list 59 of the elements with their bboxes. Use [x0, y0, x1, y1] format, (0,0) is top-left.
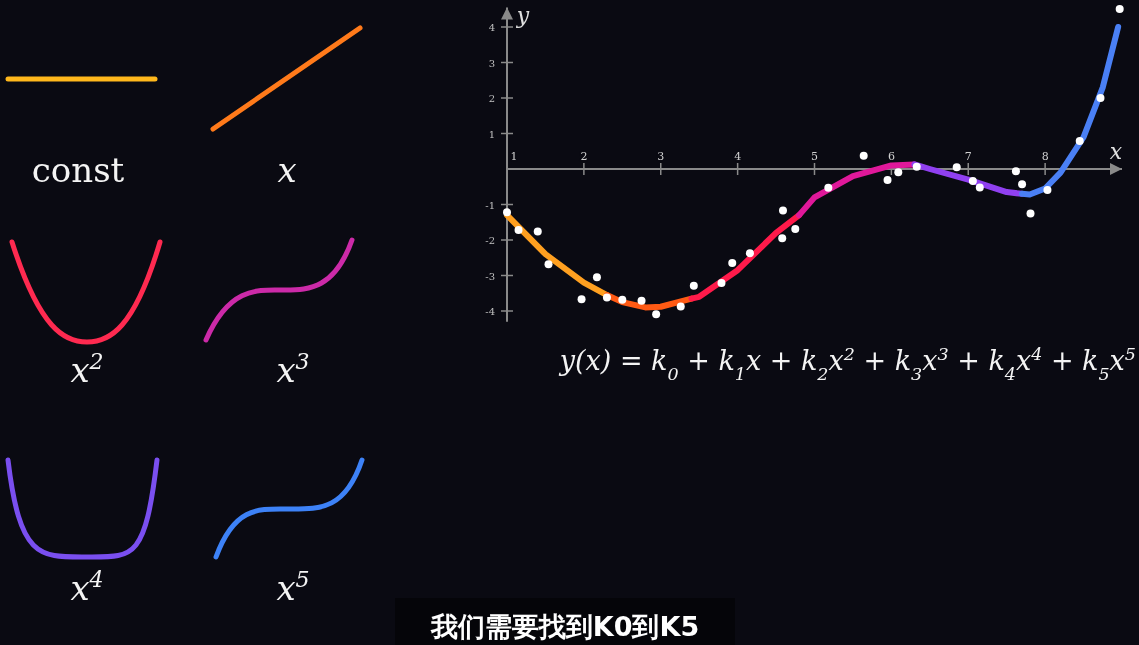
y-axis-title: y [515, 3, 530, 29]
point [602, 293, 611, 302]
y-tick-label: 4 [488, 22, 495, 33]
text: 我们需要找到K0到K5 [429, 611, 700, 642]
point [689, 281, 698, 290]
point [1096, 94, 1105, 102]
x-tick-label: 1 [510, 150, 518, 163]
point [1043, 185, 1052, 194]
point [745, 249, 754, 258]
text: x$^{5}$ [276, 566, 310, 608]
point [618, 295, 627, 304]
text: const [31, 150, 125, 190]
y-tick-label: -1 [485, 199, 495, 211]
point [912, 162, 921, 171]
point [778, 234, 787, 243]
x-tick-label: 2 [580, 150, 588, 163]
point [652, 310, 661, 319]
text: y(x) = k$_{0}$ + k$_{1}$x + k$_{2}$x$^{2}$ + k$_{3}$x$^{3}$ + k$_{4}$x$^{4}$ + k$_{5}$x$^{5}$ [559, 344, 1136, 384]
point [791, 225, 800, 233]
point [975, 183, 984, 192]
y-tick-label: 1 [488, 128, 495, 140]
text: x [277, 150, 297, 190]
x-tick-label: 3 [657, 150, 665, 163]
point [1018, 180, 1027, 189]
x-tick-label: 8 [1041, 150, 1049, 163]
point [778, 206, 787, 215]
point [544, 260, 553, 269]
point [1075, 136, 1084, 145]
text: x$^{4}$ [70, 566, 104, 608]
point [514, 226, 523, 235]
point [1011, 167, 1020, 176]
point [592, 273, 601, 282]
point [717, 278, 726, 287]
point [1026, 209, 1035, 218]
x-axis-title: x [1109, 139, 1123, 164]
x-tick-label: 4 [734, 150, 742, 163]
text: x$^{3}$ [276, 348, 310, 390]
point [637, 296, 646, 305]
x-tick-label: 7 [964, 150, 972, 163]
x-tick-label: 5 [811, 150, 818, 163]
point [859, 151, 868, 160]
point [676, 302, 685, 311]
point [728, 259, 737, 268]
point [824, 183, 833, 192]
y-tick-label: -2 [485, 235, 495, 246]
point [952, 163, 961, 172]
y-tick-label: -3 [485, 270, 495, 282]
point [894, 168, 903, 177]
text: x$^{2}$ [70, 348, 104, 390]
point [883, 176, 892, 185]
point [968, 177, 977, 186]
point [503, 208, 511, 217]
y-tick-label: 2 [488, 93, 495, 104]
point [533, 227, 542, 236]
point [1115, 4, 1124, 13]
point [577, 295, 586, 304]
y-tick-label: -4 [485, 306, 495, 317]
x-tick-label: 6 [887, 150, 895, 163]
y-tick-label: 3 [488, 57, 495, 69]
